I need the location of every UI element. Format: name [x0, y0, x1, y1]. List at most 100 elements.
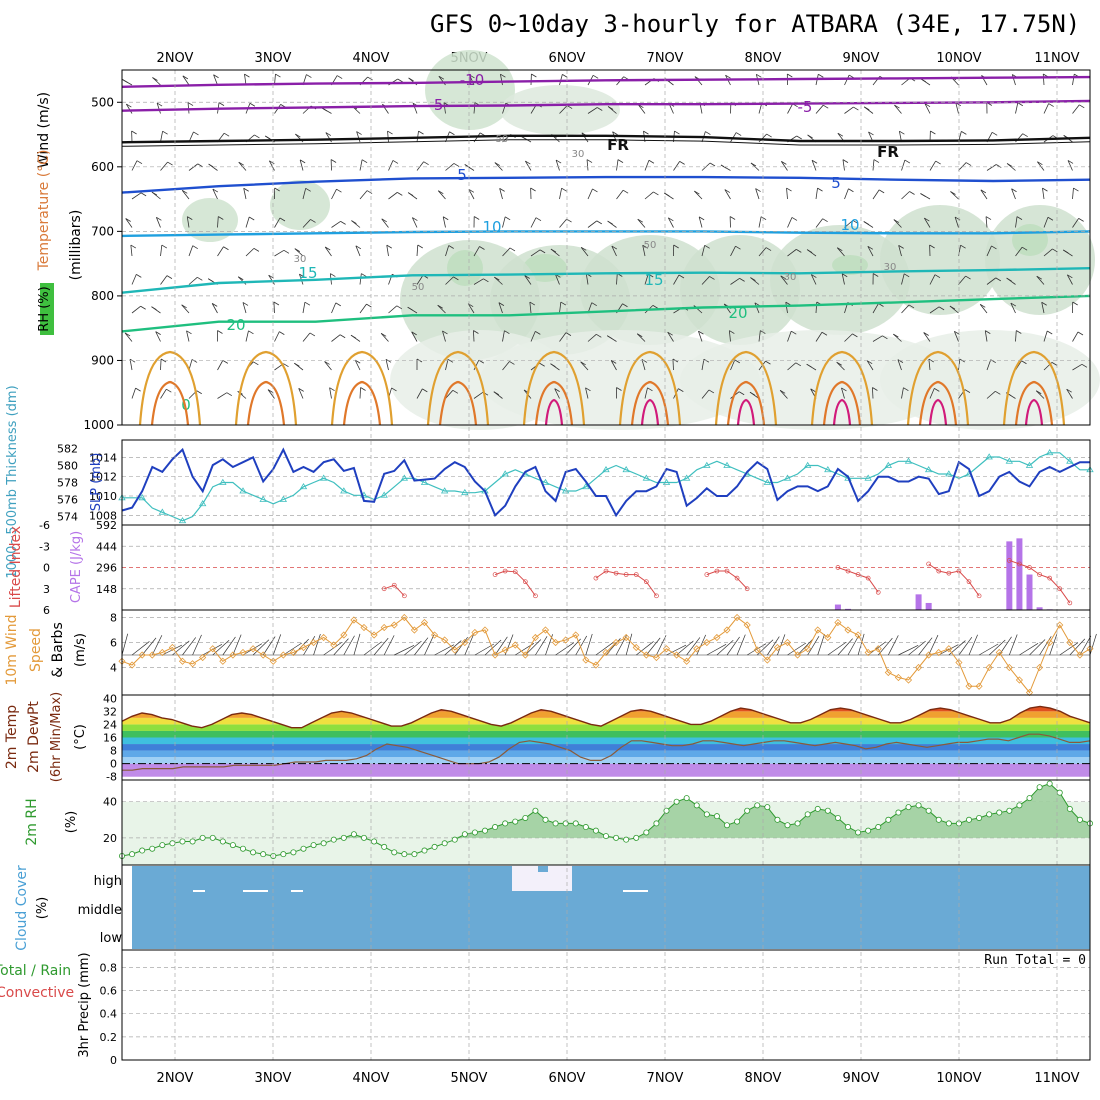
wind-barb-flag — [131, 130, 137, 135]
wind-barb-flag — [218, 216, 224, 220]
wind-barb-flag — [648, 159, 655, 164]
thickness-series-point — [440, 487, 449, 494]
wind-barb-flag — [720, 164, 727, 169]
axis-label-total-rain: Total / Rain — [0, 963, 71, 979]
wind-barb — [359, 387, 361, 399]
wind-speed-point — [360, 623, 368, 632]
wind-barb — [160, 358, 162, 371]
rh-area — [122, 783, 1090, 838]
surface-wind-barb — [978, 643, 999, 656]
temp-loop — [426, 350, 490, 426]
isotherm-label: FR — [607, 136, 629, 154]
thickness-series-point — [945, 470, 953, 477]
isotherm-line-fr — [121, 139, 1091, 147]
cape-bar — [1016, 538, 1023, 610]
wind-barb-flag — [122, 79, 128, 83]
wind-barb — [758, 247, 767, 257]
surface-wind-barb — [636, 641, 654, 656]
isotherm-label: 30 — [572, 149, 585, 160]
wind-barb — [131, 387, 136, 399]
wind-barb-flag — [335, 302, 342, 307]
wind-barb — [437, 190, 446, 200]
wind-barb-flag — [483, 278, 489, 283]
wind-barb-flag — [156, 216, 162, 221]
surface-wind-barb — [1049, 634, 1058, 656]
wind-barb-flag — [622, 303, 628, 308]
wind-barb-flag — [647, 387, 653, 392]
wind-speed-point — [229, 651, 237, 659]
wind-barb — [442, 330, 446, 342]
wind-barb — [980, 189, 988, 200]
temp-loop — [714, 350, 778, 426]
surface-wind-barb — [777, 634, 786, 656]
li-point — [401, 593, 407, 599]
thickness-series-point — [158, 508, 167, 515]
wind-barb-flag — [616, 387, 622, 391]
wind-barb — [901, 191, 910, 200]
wind-barb-flag — [864, 106, 870, 111]
wind-barb — [872, 387, 874, 399]
wind-barb-flag — [244, 73, 250, 78]
wind-barb — [359, 303, 367, 314]
rh-point — [935, 816, 942, 823]
rh-point — [976, 814, 983, 821]
wind-speed-point — [269, 657, 277, 665]
wind-speed-point — [683, 657, 691, 665]
wind-barb-flag — [524, 275, 530, 279]
wind-barb-flag — [448, 245, 454, 249]
thickness-series-point — [340, 487, 348, 494]
wind-barb-flag — [535, 331, 541, 335]
wind-barb — [587, 107, 598, 114]
wind-barb-flag — [938, 306, 945, 311]
rh-point — [189, 838, 196, 845]
rh-point — [199, 834, 206, 841]
wind-barb-flag — [867, 245, 874, 250]
wind-barb — [898, 245, 902, 257]
wind-barb — [181, 190, 190, 200]
wind-barb-flag — [438, 75, 445, 80]
wind-barb — [273, 301, 275, 314]
wind-barb-flag — [897, 359, 904, 363]
surface-wind-barb — [827, 642, 847, 656]
wind-barb — [1072, 74, 1075, 86]
wind-barb — [1072, 104, 1080, 114]
cloud-gap-sliver — [193, 890, 205, 892]
rh-point — [925, 807, 932, 814]
wind-barb-flag — [324, 361, 330, 365]
wind-barb — [416, 388, 423, 399]
wind-barb — [381, 218, 389, 228]
surface-wind-barb — [303, 635, 316, 656]
wind-barb-flag — [299, 273, 305, 278]
wind-speed-point — [874, 645, 882, 653]
wind-barb-flag — [309, 332, 316, 337]
wind-barb-flag — [1072, 301, 1078, 306]
rh-point — [945, 820, 952, 827]
wind-barb-flag — [965, 162, 972, 166]
wind-barb-flag — [607, 220, 613, 225]
wind-barb-flag — [381, 218, 387, 223]
wind-barb-flag — [811, 274, 817, 278]
temp-tick-label: 32 — [103, 705, 117, 718]
wind-barb — [354, 359, 361, 371]
wind-barb-flag — [499, 188, 505, 192]
wind-barb-flag — [218, 102, 225, 106]
wind-barb — [701, 276, 710, 285]
slp-tick-label: 1008 — [89, 509, 117, 522]
wind-barb-flag — [837, 247, 843, 252]
wind-barb-flag — [509, 247, 516, 252]
day-label-bottom: 9NOV — [843, 1071, 880, 1086]
cape-tick-label: 148 — [96, 583, 117, 596]
wind-speed-point — [673, 651, 681, 659]
wind-barb — [245, 216, 250, 228]
thickness-tick-label: 574 — [57, 511, 78, 524]
rh-tick-label: 20 — [103, 832, 117, 845]
rh-point — [996, 809, 1003, 816]
wind-speed-point — [330, 641, 338, 649]
wind-barb-flag — [606, 335, 613, 340]
surface-wind-barb — [898, 645, 919, 656]
wind-barb — [844, 333, 853, 342]
wind-speed-point — [239, 648, 247, 657]
cloud-gap-sliver — [291, 890, 303, 892]
wind-barb-flag — [197, 276, 203, 281]
wind-barb-flag — [186, 330, 192, 335]
